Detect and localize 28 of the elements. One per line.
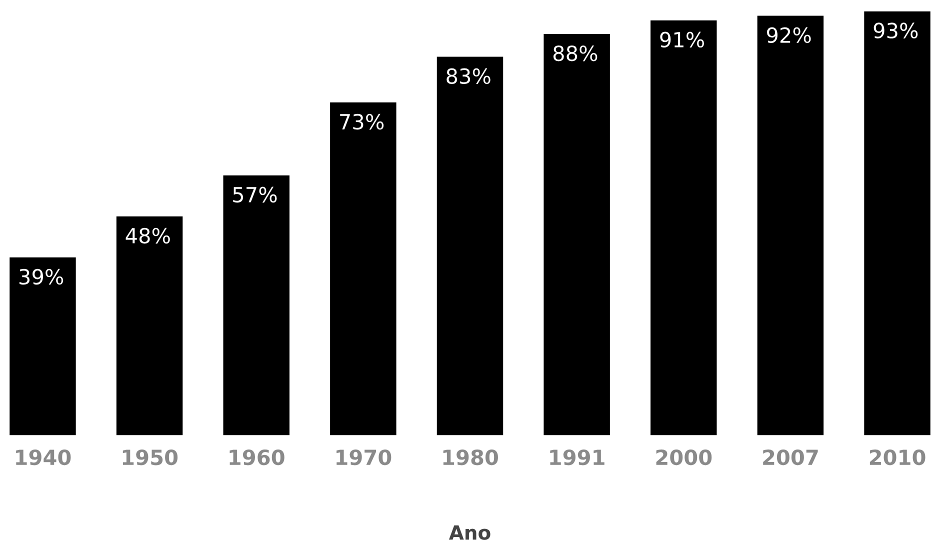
data-label: 39%	[20, 268, 64, 285]
x-tick-label: 1940	[16, 449, 71, 466]
x-tick-label: 2007	[763, 449, 818, 466]
data-label: 91%	[660, 32, 704, 48]
data-label: 92%	[766, 27, 811, 43]
x-axis-title: Ano	[448, 525, 490, 540]
x-tick-label: 1980	[443, 449, 498, 466]
data-label: 93%	[874, 22, 918, 38]
bar	[544, 34, 610, 436]
x-tick-label: 1970	[336, 449, 392, 466]
bar	[436, 56, 504, 436]
bar	[864, 11, 930, 436]
x-tick-label: 1950	[122, 449, 178, 466]
bar	[10, 257, 76, 436]
bar	[223, 175, 290, 436]
x-tick-label: 2010	[870, 449, 926, 466]
data-label: 73%	[340, 114, 384, 130]
data-label: 48%	[126, 228, 170, 244]
bar	[330, 102, 396, 436]
data-label: 57%	[233, 186, 277, 203]
x-tick-label: 1960	[230, 449, 284, 466]
bar	[650, 20, 717, 436]
bar	[116, 216, 183, 436]
x-tick-label: 2000	[656, 449, 712, 466]
data-label: 88%	[553, 45, 598, 62]
bar	[757, 16, 824, 436]
x-tick-label: 1991	[550, 449, 604, 466]
data-label: 83%	[446, 68, 490, 84]
